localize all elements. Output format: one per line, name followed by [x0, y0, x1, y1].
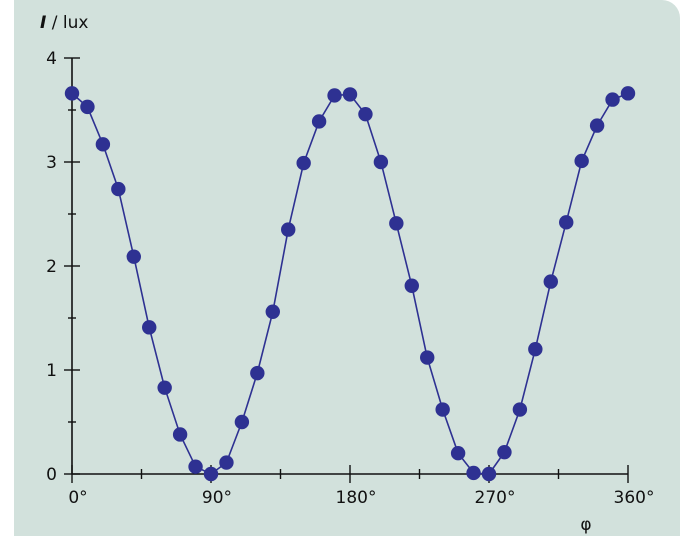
x-tick-label: 180°	[336, 488, 377, 508]
data-point	[126, 249, 141, 264]
y-tick-label: 1	[46, 361, 57, 381]
data-point	[466, 465, 481, 481]
data-point	[311, 114, 327, 129]
y-axis-unit: / lux	[46, 13, 88, 33]
data-point	[95, 137, 111, 152]
data-point	[342, 87, 358, 102]
x-tick-label: 90°	[202, 488, 232, 508]
data-point	[281, 222, 296, 237]
data-point	[373, 154, 389, 170]
y-tick-label: 3	[46, 153, 57, 173]
data-point	[497, 444, 512, 460]
data-point	[188, 459, 203, 474]
y-tick-label: 4	[46, 49, 57, 69]
data-point	[80, 99, 95, 115]
data-point	[574, 153, 589, 169]
x-axis-label: φ	[580, 515, 591, 535]
data-point	[265, 304, 280, 319]
data-point	[296, 155, 311, 171]
data-point	[389, 216, 404, 231]
data-point	[404, 278, 419, 293]
data-point	[481, 466, 497, 482]
y-tick-label: 0	[46, 465, 57, 485]
data-point	[559, 215, 574, 230]
data-point	[234, 414, 250, 430]
data-point	[589, 118, 605, 133]
data-point	[64, 86, 80, 101]
data-point	[203, 466, 219, 482]
data-point	[543, 274, 558, 289]
data-point	[250, 365, 265, 381]
x-tick-label: 360°	[614, 488, 655, 508]
x-tick-label: 0°	[68, 488, 87, 508]
data-point	[605, 92, 620, 107]
data-point	[528, 342, 543, 357]
data-point	[420, 350, 435, 365]
data-point	[219, 455, 234, 470]
axes: 0 1 2 3 4 0° 90° 180° 270° 360°	[46, 49, 654, 508]
data-point	[358, 106, 373, 122]
data-point	[157, 380, 172, 395]
y-axis-label: I / lux	[40, 13, 88, 33]
data-point	[172, 427, 188, 442]
data-point	[142, 320, 157, 335]
y-tick-label: 2	[46, 257, 57, 277]
data-point	[111, 181, 126, 197]
y-axis-symbol: I	[40, 13, 46, 33]
data-point	[435, 402, 450, 417]
x-tick-label: 270°	[475, 488, 516, 508]
data-point	[450, 446, 466, 461]
data-series	[64, 86, 636, 482]
data-point	[327, 88, 342, 103]
data-point	[620, 86, 636, 101]
data-point	[512, 402, 528, 417]
